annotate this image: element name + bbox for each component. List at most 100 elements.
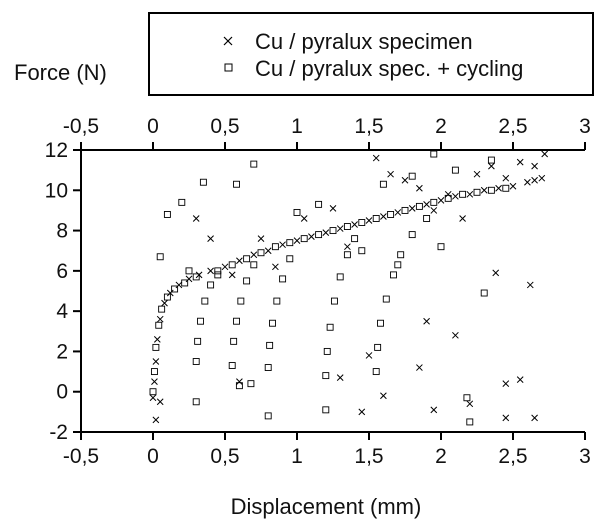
data-point-square (199, 178, 207, 186)
data-point-square (502, 184, 510, 192)
legend-marker-square (224, 63, 233, 72)
data-point-square (181, 279, 189, 287)
data-point-x (531, 176, 538, 184)
data-point-square (286, 239, 294, 247)
data-point-square (171, 285, 179, 293)
data-point-square (250, 261, 258, 269)
data-point-x (336, 225, 344, 232)
x-tick-label-bottom: -0,5 (63, 445, 99, 468)
data-point-square (430, 150, 438, 158)
axes: -0,5 -0,5 0 0 0,5 0,5 1 1 1,5 1,5 2 2 2,5 2,5 3 3 -2 0 2 4 6… (45, 115, 591, 468)
data-point-x (488, 162, 495, 170)
data-point-x (152, 358, 160, 365)
data-point-x (365, 217, 373, 224)
data-point-square (155, 321, 163, 329)
data-point-square (374, 343, 382, 351)
data-point-square (250, 160, 258, 168)
data-point-square (423, 215, 431, 222)
data-point-square (158, 305, 166, 313)
data-point-x (495, 184, 502, 192)
y-tick-label: 12 (45, 139, 68, 162)
data-point-x (156, 315, 164, 323)
data-point-square (444, 194, 452, 202)
data-point-x (257, 235, 265, 242)
data-point-square (233, 180, 240, 188)
data-point-x (437, 197, 445, 204)
data-point-square (343, 223, 351, 230)
data-point-square (235, 382, 243, 390)
data-point-x (351, 221, 358, 228)
data-point-square (293, 208, 301, 216)
data-point-x (185, 275, 193, 283)
data-point-x (380, 392, 387, 400)
data-point-x (279, 241, 286, 249)
data-point-x (228, 271, 236, 279)
y-tick-label: 2 (56, 340, 68, 363)
data-point-x (236, 378, 243, 385)
data-point-square (451, 166, 459, 174)
data-point-x (336, 374, 344, 381)
data-point-square (178, 198, 186, 206)
x-tick-label-top: 3 (579, 115, 591, 138)
data-point-x (166, 289, 174, 297)
x-tick-label-top: 2 (435, 115, 447, 138)
data-point-square (300, 235, 308, 243)
data-point-square (437, 243, 445, 251)
data-point-square (390, 271, 397, 279)
data-point-x (502, 380, 510, 388)
data-point-x (430, 406, 438, 414)
data-point-x (329, 205, 337, 212)
x-tick-label-bottom: 0,5 (210, 445, 239, 468)
data-point-square (214, 267, 222, 275)
data-point-square (194, 337, 202, 345)
x-tick-label-top: 0 (147, 115, 159, 138)
data-point-x (156, 398, 164, 406)
data-point-x (153, 335, 161, 343)
data-point-square (273, 297, 281, 305)
data-point-x (452, 192, 459, 200)
data-point-x (250, 251, 258, 259)
legend-marker-x (223, 36, 233, 46)
data-point-x (502, 414, 510, 422)
data-point-square (185, 267, 193, 275)
data-point-square (214, 271, 222, 279)
data-point-square (264, 364, 272, 371)
data-point-square (266, 341, 274, 349)
data-point-square (351, 235, 359, 243)
data-point-square (397, 251, 405, 259)
data-point-square (201, 297, 209, 305)
data-point-x (300, 215, 308, 222)
data-point-x (526, 281, 534, 289)
data-point-square (152, 343, 160, 351)
y-axis-title: Force (N) (14, 60, 107, 85)
data-point-square (207, 281, 215, 289)
data-point-x (444, 190, 452, 198)
data-point-square (247, 380, 255, 388)
x-axis-title: Displacement (mm) (231, 494, 422, 519)
data-point-square (243, 277, 251, 285)
data-point-square (243, 255, 251, 263)
data-point-square (430, 198, 438, 206)
data-point-x (322, 229, 330, 236)
y-tick-label: 4 (56, 300, 68, 323)
data-point-square (163, 293, 171, 301)
x-tick-label-bottom: 2,5 (498, 445, 527, 468)
data-point-square (257, 249, 265, 257)
y-tick-label: 10 (45, 179, 68, 202)
data-point-square (150, 368, 158, 376)
data-point-square (487, 186, 495, 194)
data-point-x (192, 215, 200, 222)
data-point-square (326, 323, 334, 331)
data-point-square (315, 200, 323, 208)
data-point-square (237, 297, 245, 305)
data-point-square (377, 319, 384, 327)
data-point-x (480, 186, 488, 194)
data-point-x (372, 154, 380, 162)
data-point-x (516, 376, 524, 383)
data-point-x (207, 235, 214, 242)
x-tick-label-top: 1 (291, 115, 303, 138)
series-specimen (149, 150, 549, 424)
data-point-x (466, 190, 474, 198)
data-point-square (228, 362, 236, 369)
data-point-x (502, 174, 510, 182)
